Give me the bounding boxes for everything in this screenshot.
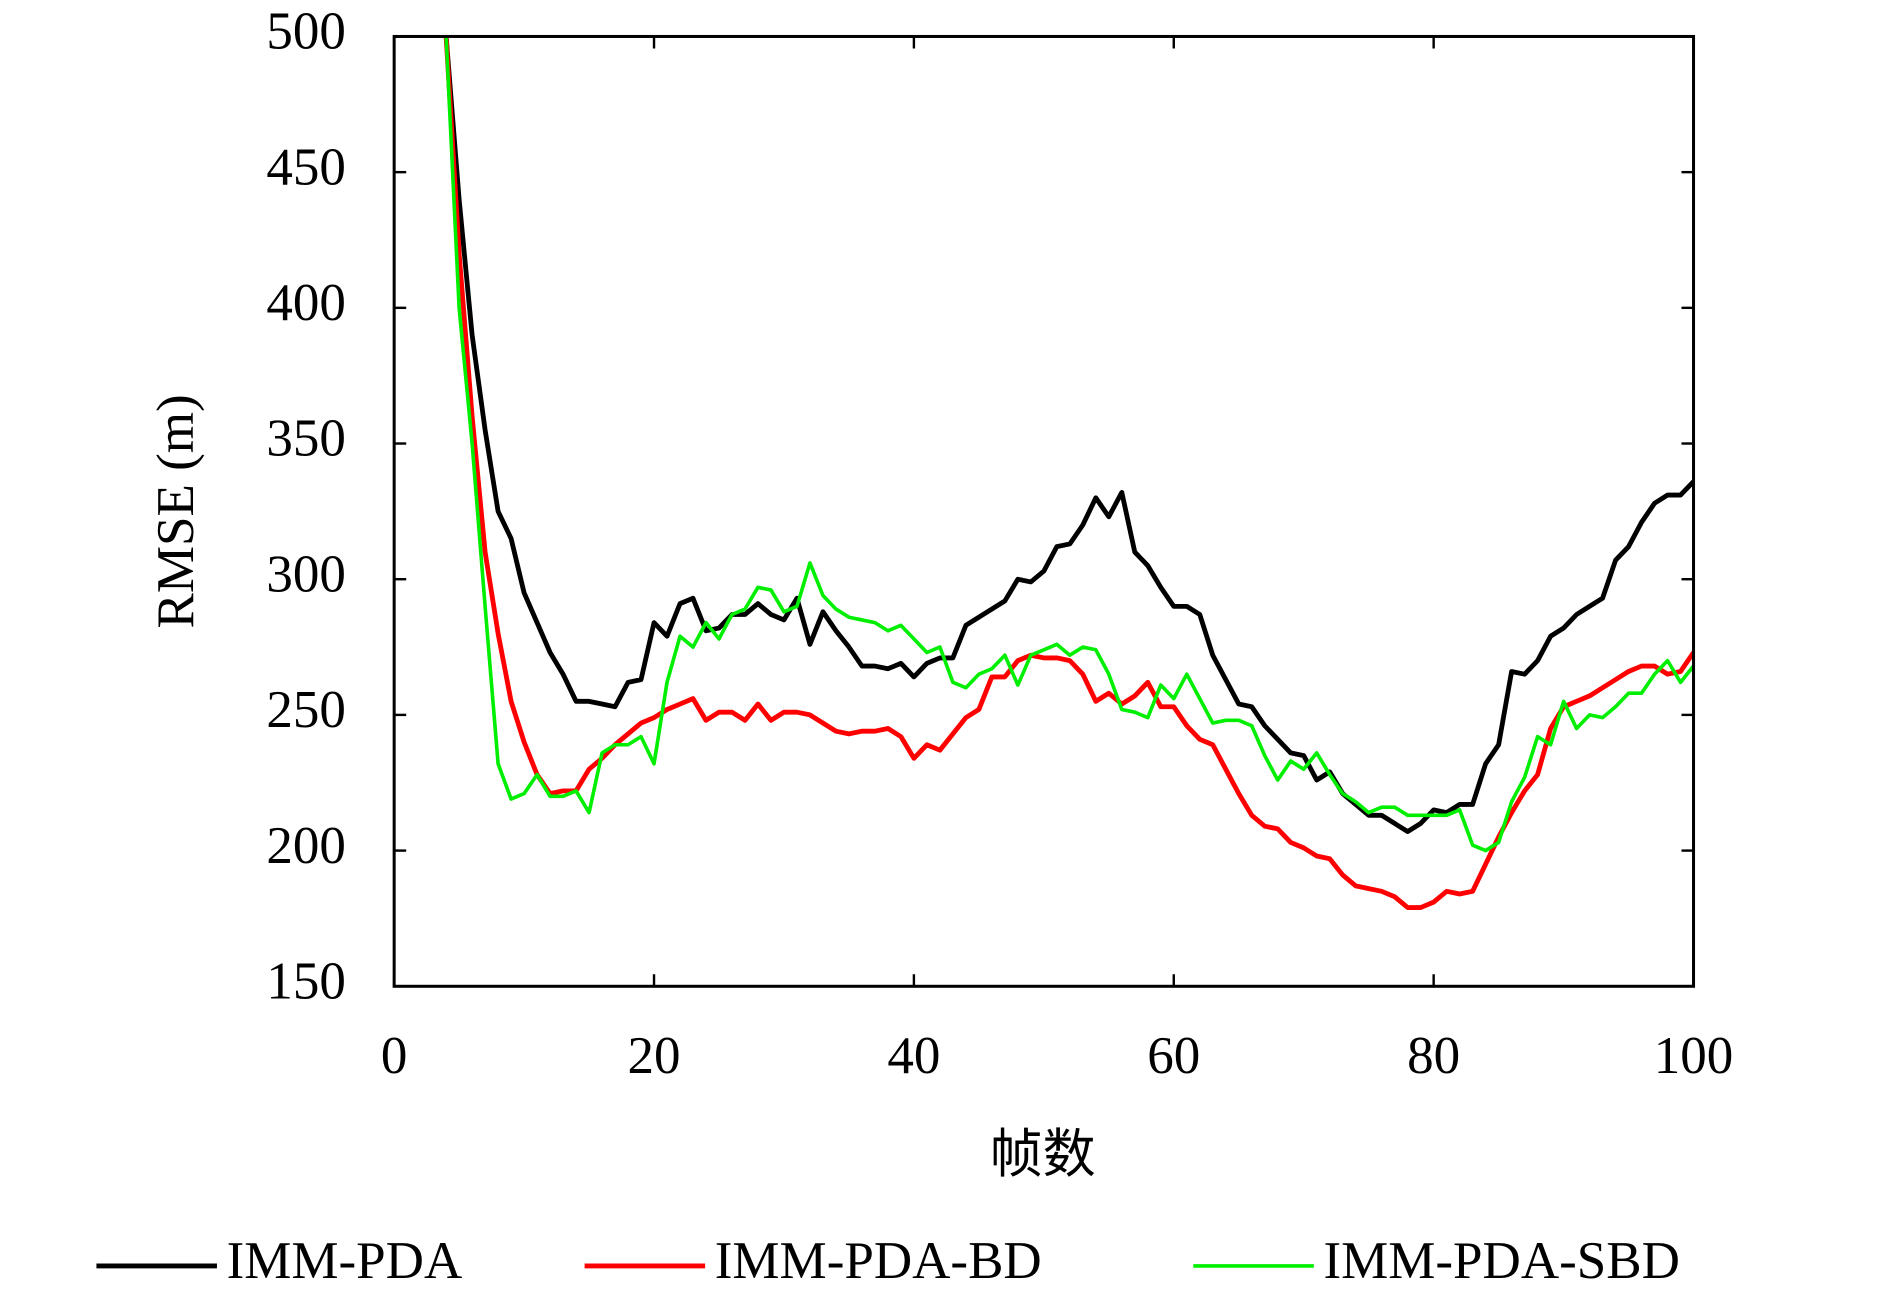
x-axis-label: 帧数: [990, 1126, 1096, 1184]
x-tick-label: 40: [887, 1027, 940, 1085]
plot-area: [443, 36, 1694, 910]
y-tick-label: 250: [266, 681, 346, 739]
line-series: [443, 36, 1694, 835]
x-tick-label: 60: [1147, 1027, 1200, 1085]
x-tick-label: 0: [381, 1027, 408, 1085]
x-tick-label: 100: [1654, 1027, 1734, 1085]
line-series: [443, 36, 1694, 910]
plot-frame: [392, 34, 1696, 988]
x-tick-label: 20: [628, 1027, 681, 1085]
y-tick-label: 350: [266, 410, 346, 468]
y-tick-label: 150: [266, 952, 346, 1010]
y-tick-label: 500: [266, 3, 346, 61]
line-series: [444, 36, 1694, 853]
y-tick-label: 200: [266, 817, 346, 875]
legend-label: IMM-PDA-SBD: [1323, 1232, 1679, 1290]
legend-label: IMM-PDA: [227, 1232, 463, 1290]
y-tick-label: 300: [266, 545, 346, 603]
x-tick-label: 80: [1407, 1027, 1460, 1085]
y-tick-label: 450: [266, 138, 346, 196]
y-axis-label: RMSE (m): [147, 394, 205, 628]
y-tick-label: 400: [266, 274, 346, 332]
legend-label: IMM-PDA-BD: [715, 1232, 1042, 1290]
